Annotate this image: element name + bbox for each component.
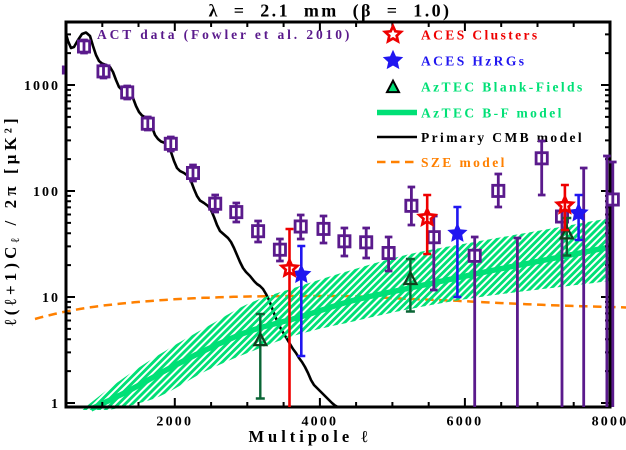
svg-text:6000: 6000 — [447, 415, 484, 430]
svg-text:100: 100 — [33, 185, 60, 200]
svg-text:2000: 2000 — [156, 415, 193, 430]
svg-text:1000: 1000 — [24, 79, 60, 94]
svg-text:10: 10 — [42, 291, 60, 306]
svg-text:ACT data (Fowler et al. 2010): ACT data (Fowler et al. 2010) — [97, 27, 352, 42]
svg-text:Primary CMB model: Primary CMB model — [421, 130, 584, 145]
svg-text:ACES Clusters: ACES Clusters — [421, 28, 540, 43]
svg-text:λ = 2.1 mm (β = 1.0): λ = 2.1 mm (β = 1.0) — [209, 1, 452, 22]
svg-text:ℓ(ℓ+1)Cℓ / 2π [μK²]: ℓ(ℓ+1)Cℓ / 2π [μK²] — [1, 114, 22, 326]
svg-text:AzTEC B-F model: AzTEC B-F model — [421, 106, 564, 121]
svg-text:AzTEC Blank-Fields: AzTEC Blank-Fields — [421, 80, 585, 95]
svg-text:Multipole ℓ: Multipole ℓ — [248, 427, 371, 446]
svg-text:ACES HzRGs: ACES HzRGs — [421, 54, 526, 69]
svg-text:1: 1 — [51, 397, 60, 412]
svg-text:SZE model: SZE model — [421, 155, 507, 170]
svg-text:8000: 8000 — [592, 415, 626, 430]
svg-text:4000: 4000 — [301, 415, 338, 430]
